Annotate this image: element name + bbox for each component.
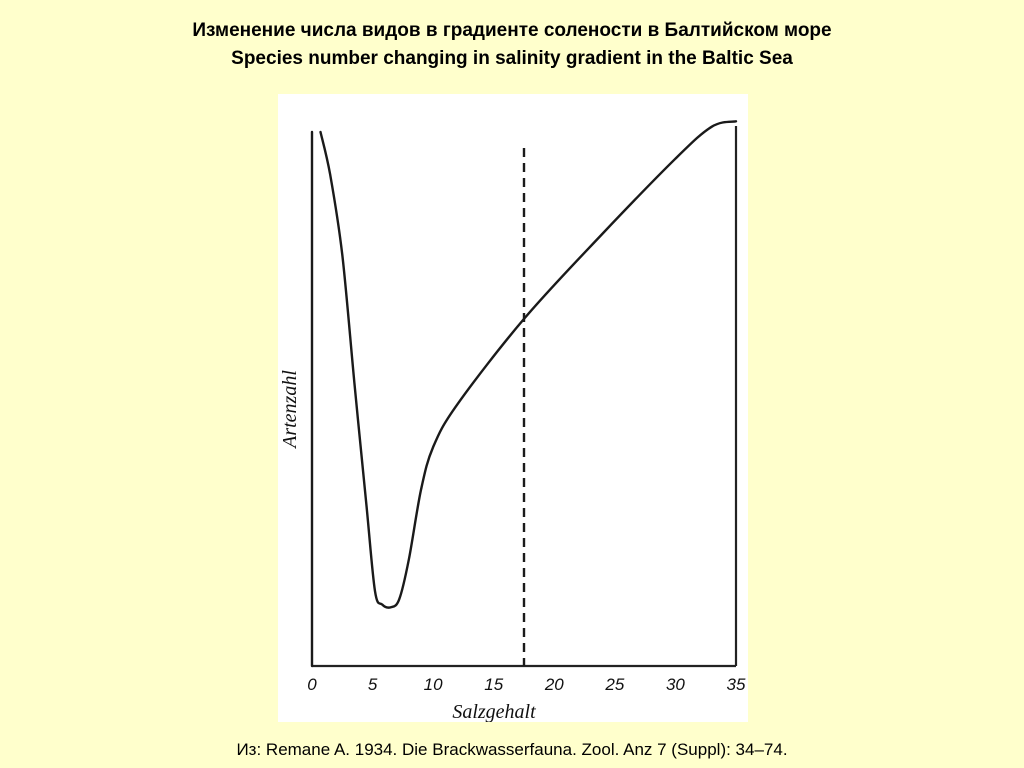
y-axis-title: Artenzahl (279, 370, 301, 450)
x-tick-label: 10 (424, 675, 443, 694)
series-line-species-curve (319, 120, 738, 609)
source-citation: Из: Remane A. 1934. Die Brackwasserfauna… (236, 740, 788, 759)
x-tick-label: 20 (544, 675, 564, 694)
x-tick-label: 25 (604, 675, 624, 694)
chart-svg: 0 5 10 15 20 25 30 35 Salzgehalt Artenzahl (279, 120, 746, 722)
x-tick-label: 35 (727, 675, 746, 694)
x-axis-title: Salzgehalt (452, 701, 536, 722)
x-tick-label: 0 (307, 675, 317, 694)
x-tick-label: 5 (368, 675, 378, 694)
page-title-russian: Изменение числа видов в градиенте солено… (192, 20, 832, 41)
x-tick-label: 30 (666, 675, 685, 694)
chart-figure: 0 5 10 15 20 25 30 35 Salzgehalt Artenzahl (278, 94, 748, 722)
x-tick-label: 15 (484, 675, 503, 694)
page-title-english: Species number changing in salinity grad… (231, 48, 793, 69)
